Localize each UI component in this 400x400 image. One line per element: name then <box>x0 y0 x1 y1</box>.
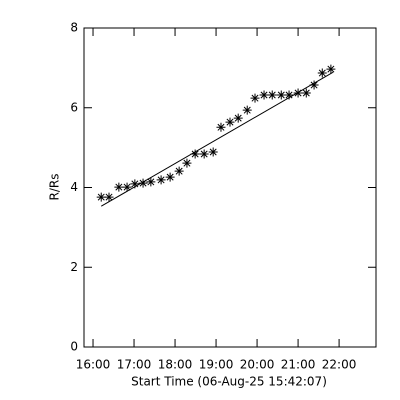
x-tick-label: 22:00 <box>322 358 357 372</box>
x-tick-label: 20:00 <box>240 358 275 372</box>
data-point <box>138 178 148 188</box>
data-point <box>104 192 114 202</box>
x-tick-label: 16:00 <box>76 358 111 372</box>
data-point <box>122 182 132 192</box>
x-axis-title: Start Time (06-Aug-25 15:42:07) <box>131 375 327 389</box>
data-point <box>114 182 124 192</box>
data-point <box>326 64 336 74</box>
y-tick-label: 2 <box>70 260 78 274</box>
data-point <box>156 175 166 185</box>
y-tick-label: 0 <box>70 340 78 354</box>
data-point <box>293 88 303 98</box>
data-point <box>182 158 192 168</box>
y-axis-title: R/Rs <box>48 174 62 201</box>
data-point <box>250 93 260 103</box>
data-point <box>165 172 175 182</box>
data-point <box>267 90 277 100</box>
data-point <box>284 90 294 100</box>
data-point <box>216 122 226 132</box>
data-point <box>199 149 209 159</box>
fit-line <box>100 71 334 207</box>
data-point <box>259 90 269 100</box>
data-point <box>208 147 218 157</box>
data-point <box>146 177 156 187</box>
y-tick-label: 8 <box>70 21 78 35</box>
data-point <box>233 113 243 123</box>
data-point <box>96 192 106 202</box>
data-point <box>130 179 140 189</box>
data-point <box>174 166 184 176</box>
data-point <box>242 105 252 115</box>
y-tick-label: 6 <box>70 100 78 114</box>
data-point <box>309 80 319 90</box>
data-point <box>276 90 286 100</box>
x-tick-label: 21:00 <box>281 358 316 372</box>
data-point <box>225 117 235 127</box>
data-point <box>190 149 200 159</box>
x-tick-label: 19:00 <box>199 358 234 372</box>
x-tick-label: 17:00 <box>117 358 152 372</box>
data-point <box>301 88 311 98</box>
x-tick-label: 18:00 <box>158 358 193 372</box>
y-tick-label: 4 <box>70 180 78 194</box>
data-point <box>317 68 327 78</box>
